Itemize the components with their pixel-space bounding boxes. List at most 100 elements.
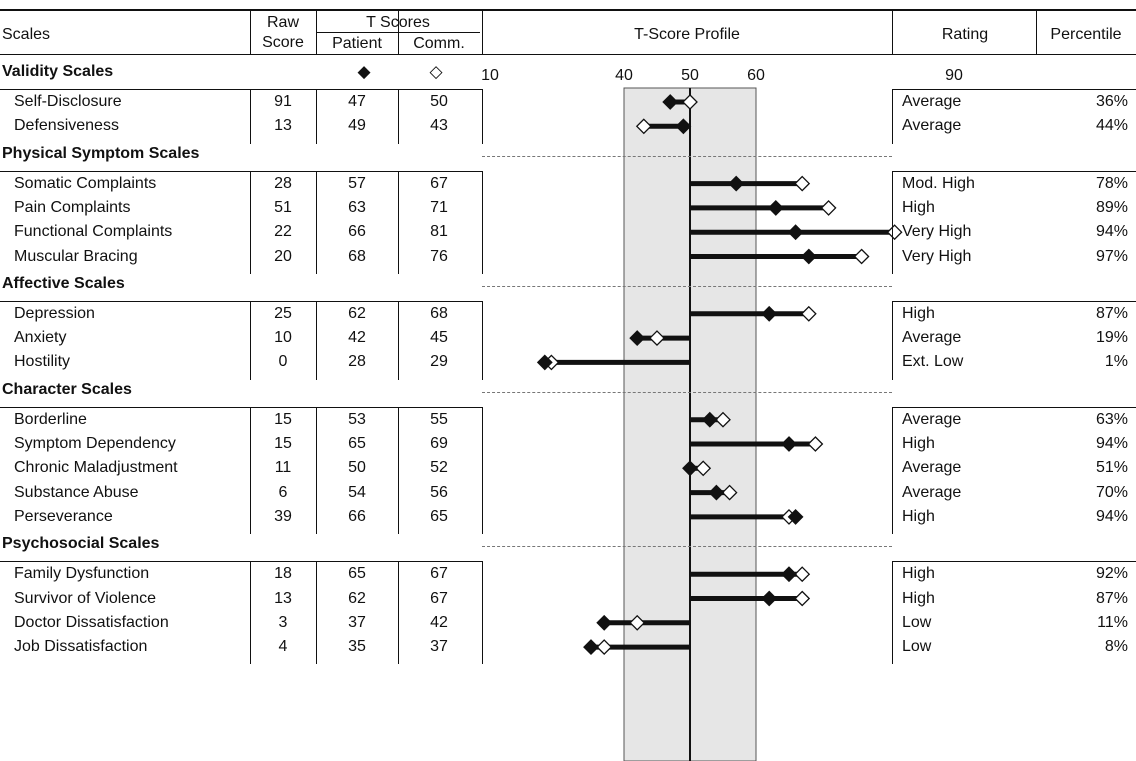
scale-name: Substance Abuse [14, 483, 139, 501]
comm-t-score: 81 [430, 223, 448, 241]
patient-t-score: 62 [348, 589, 366, 607]
rating: Very High [902, 223, 972, 241]
patient-marker [682, 460, 698, 477]
axis-tick-label-60: 60 [747, 67, 765, 84]
rating: High [902, 507, 935, 525]
column-separator [316, 89, 317, 144]
section-rule [0, 89, 482, 90]
comm-marker [721, 484, 738, 501]
column-separator [482, 89, 483, 144]
comm-marker [596, 639, 613, 656]
rating: Very High [902, 247, 972, 265]
section-rule [0, 170, 482, 172]
comm-marker [807, 436, 824, 452]
comm-legend-icon: ◇ [429, 62, 443, 81]
patient-marker [662, 94, 679, 110]
comm-marker [794, 175, 811, 192]
rating: Average [902, 93, 962, 110]
raw-score: 6 [278, 483, 288, 501]
comm-t-score: 67 [430, 565, 448, 583]
header-tscores: T Scores [366, 14, 430, 31]
percentile: 11% [1097, 613, 1128, 631]
header-column-separator [1036, 9, 1037, 55]
rating: High [902, 565, 935, 583]
patient-t-score: 65 [348, 435, 366, 452]
percentile: 63% [1095, 410, 1128, 428]
comm-marker [853, 248, 870, 265]
percentile: 92% [1095, 565, 1128, 583]
scale-name: Somatic Complaints [14, 174, 157, 192]
scale-name: Family Dysfunction [14, 565, 150, 583]
patient-marker [800, 248, 817, 265]
patient-marker [767, 199, 784, 216]
axis-tick-label-10: 10 [481, 67, 499, 84]
patient-t-score: 63 [348, 198, 366, 216]
percentile: 87% [1095, 304, 1128, 322]
scale-name: Pain Complaints [14, 198, 131, 216]
percentile: 19% [1095, 329, 1128, 347]
patient-marker [761, 590, 778, 607]
comm-t-score: 43 [430, 117, 448, 135]
comm-marker [635, 118, 652, 135]
raw-score: 13 [274, 117, 292, 135]
raw-score: 15 [274, 410, 292, 428]
rating: Ext. Low [902, 353, 964, 371]
rating: High [902, 589, 935, 607]
comm-t-score: 45 [430, 329, 448, 347]
patient-marker [761, 305, 778, 322]
column-separator [316, 406, 317, 535]
patient-marker [781, 566, 797, 583]
column-separator [250, 406, 251, 535]
header-scales: Scales [2, 26, 51, 43]
section-rule [0, 561, 482, 563]
comm-marker [715, 411, 731, 428]
patient-t-score: 65 [348, 565, 366, 583]
rating: Mod. High [902, 174, 975, 192]
patient-marker [728, 175, 745, 192]
top-rule [0, 9, 1136, 11]
patient-marker [536, 354, 553, 371]
comm-marker [820, 199, 837, 216]
patient-t-score: 49 [348, 117, 366, 135]
column-separator [398, 561, 399, 665]
axis-tick-label-40: 40 [615, 67, 633, 84]
header-profile: T-Score Profile [634, 26, 740, 43]
rating: Low [902, 638, 932, 656]
column-separator [250, 170, 251, 274]
axis-tick-label-90: 90 [945, 67, 963, 84]
comm-marker [800, 305, 817, 322]
scale-name: Anxiety [14, 329, 67, 347]
comm-marker [886, 224, 903, 241]
raw-score: 3 [278, 613, 288, 631]
column-separator [892, 89, 893, 144]
header-rating: Rating [941, 26, 989, 43]
comm-t-score: 56 [430, 483, 448, 501]
scale-name: Perseverance [14, 507, 113, 525]
rating: Average [902, 410, 962, 428]
comm-t-score: 76 [430, 247, 448, 265]
scale-name: Borderline [14, 410, 87, 428]
scale-name: Defensiveness [14, 117, 119, 135]
patient-marker [781, 436, 797, 452]
patient-t-score: 35 [348, 638, 366, 656]
section-rule [892, 300, 1136, 302]
header-percentile: Percentile [1050, 26, 1122, 43]
header-column-separator [892, 9, 893, 55]
column-separator [250, 561, 251, 665]
column-separator [250, 89, 251, 144]
scale-name: Chronic Maladjustment [14, 459, 178, 477]
rating: High [902, 304, 935, 322]
patient-t-score: 42 [348, 329, 366, 347]
raw-score: 11 [274, 459, 292, 477]
percentile: 97% [1095, 247, 1128, 265]
patient-marker [583, 639, 599, 656]
comm-t-score: 71 [430, 198, 448, 216]
percentile: 94% [1095, 507, 1128, 525]
patient-t-score: 53 [348, 410, 366, 428]
header-bottom-rule [0, 54, 1136, 55]
scale-name: Survivor of Violence [14, 589, 156, 607]
header-column-separator [482, 9, 483, 55]
column-separator [892, 561, 893, 665]
raw-score: 25 [274, 304, 292, 322]
